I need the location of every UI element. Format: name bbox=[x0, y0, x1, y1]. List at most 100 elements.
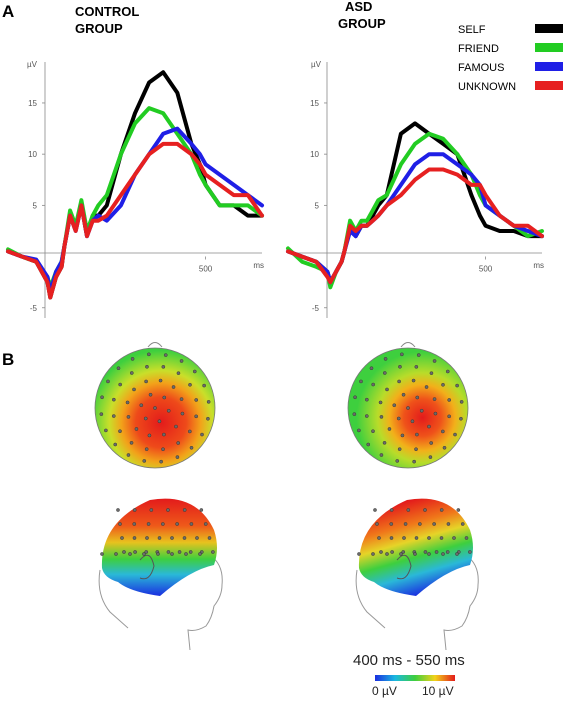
electrode-dot bbox=[159, 459, 163, 464]
electrode-dot bbox=[371, 429, 375, 434]
electrode-dot bbox=[369, 366, 374, 371]
electrode-dot bbox=[146, 522, 151, 526]
control-ticks: -5 5 10 15 500 bbox=[28, 99, 213, 313]
electrode-dot bbox=[171, 385, 176, 389]
legend-swatch-self bbox=[535, 24, 563, 33]
electrode-dot bbox=[395, 459, 400, 463]
electrode-dot bbox=[447, 398, 452, 402]
legend-label-self: SELF bbox=[458, 24, 486, 36]
electrode-dot bbox=[144, 447, 149, 451]
electrode-dot bbox=[423, 508, 427, 512]
electrode-dot bbox=[397, 379, 401, 384]
electrode-dot bbox=[182, 536, 187, 540]
electrode-dot bbox=[400, 433, 405, 438]
electrode-dot bbox=[445, 369, 450, 374]
electrode-dot bbox=[390, 550, 394, 554]
electrode-dot bbox=[441, 429, 445, 434]
electrode-dot bbox=[441, 552, 445, 556]
electrode-dot bbox=[359, 379, 363, 384]
y-tick-label: -5 bbox=[312, 304, 320, 313]
electrode-dot bbox=[128, 552, 132, 556]
electrode-dot bbox=[158, 378, 163, 383]
electrode-dot bbox=[432, 359, 437, 363]
electrode-dot bbox=[379, 550, 383, 554]
electrode-dot bbox=[371, 382, 375, 387]
electrode-dot bbox=[120, 536, 124, 540]
electrode-dot bbox=[459, 416, 463, 421]
electrode-dot bbox=[429, 441, 434, 445]
electrode-dot bbox=[129, 441, 134, 445]
electrode-dot bbox=[143, 416, 148, 421]
electrode-dot bbox=[406, 508, 411, 512]
electrode-dot bbox=[114, 552, 118, 556]
electrode-dot bbox=[166, 550, 171, 554]
control-series bbox=[6, 70, 264, 300]
control-face-outline bbox=[98, 554, 223, 651]
electrode-dot bbox=[130, 357, 135, 361]
electrode-dot bbox=[195, 536, 199, 540]
electrode-dot bbox=[149, 508, 154, 512]
electrode-dot bbox=[445, 550, 450, 554]
x-tick-label: 500 bbox=[479, 265, 493, 274]
control-title-line2: GROUP bbox=[75, 21, 123, 36]
electrode-dot bbox=[410, 419, 415, 424]
legend-swatch-unknown bbox=[535, 81, 563, 90]
asd-title-line2: GROUP bbox=[338, 16, 386, 31]
electrode-dot bbox=[99, 412, 104, 416]
series-line-self bbox=[6, 70, 264, 300]
electrode-dot bbox=[357, 428, 361, 433]
y-tick-label: 10 bbox=[28, 150, 37, 159]
series-line-unknown bbox=[6, 141, 264, 300]
series-line-unknown bbox=[286, 167, 544, 285]
y-tick-label: 10 bbox=[310, 150, 319, 159]
y-tick-label: 15 bbox=[310, 99, 319, 108]
electrode-dot bbox=[432, 522, 436, 526]
electrode-dot bbox=[447, 414, 451, 419]
electrode-dot bbox=[456, 508, 461, 512]
electrode-dot bbox=[415, 395, 420, 400]
electrode-dot bbox=[126, 453, 131, 457]
electrode-dot bbox=[199, 508, 204, 512]
electrode-dot bbox=[414, 536, 419, 540]
electrode-dot bbox=[389, 508, 394, 512]
electrode-dot bbox=[184, 552, 188, 556]
electrode-dot bbox=[397, 447, 402, 451]
electrode-dot bbox=[174, 424, 178, 429]
control-ylabel: µV bbox=[27, 60, 38, 69]
electrode-dot bbox=[166, 408, 171, 413]
electrode-dot bbox=[379, 415, 384, 419]
control-xlabel: ms bbox=[253, 261, 264, 270]
electrode-dot bbox=[398, 364, 402, 369]
electrode-dot bbox=[206, 416, 210, 421]
asd-side-scalp bbox=[358, 498, 473, 596]
electrode-dot bbox=[442, 445, 447, 450]
control-erp-chart: CONTROL GROUP µV ms -5 5 10 15 500 bbox=[6, 4, 264, 318]
electrode-dot bbox=[403, 522, 408, 526]
electrode-dot bbox=[161, 365, 166, 369]
electrode-dot bbox=[399, 552, 403, 556]
electrode-dot bbox=[104, 428, 108, 433]
electrode-dot bbox=[387, 427, 392, 431]
electrode-dot bbox=[126, 415, 131, 419]
control-side-topomap bbox=[98, 498, 223, 651]
control-title-line1: CONTROL bbox=[75, 4, 139, 19]
legend: SELF FRIEND FAMOUS UNKNOWN bbox=[458, 24, 563, 93]
electrode-dot bbox=[188, 382, 192, 387]
electrode-dot bbox=[439, 508, 444, 512]
time-window-label: 400 ms - 550 ms bbox=[353, 652, 465, 669]
y-tick-label: -5 bbox=[30, 304, 38, 313]
electrode-dot bbox=[166, 508, 170, 512]
electrode-dot bbox=[132, 522, 137, 526]
electrode-dot bbox=[132, 508, 137, 512]
electrode-dot bbox=[415, 432, 419, 437]
electrode-dot bbox=[179, 359, 184, 363]
electrode-dot bbox=[194, 414, 198, 419]
electrode-dot bbox=[378, 400, 383, 405]
electrode-dot bbox=[118, 382, 122, 387]
electrode-dot bbox=[153, 406, 157, 410]
electrode-dot bbox=[416, 353, 421, 357]
electrode-dot bbox=[175, 455, 180, 459]
electrode-dot bbox=[206, 400, 211, 404]
y-tick-label: 5 bbox=[315, 201, 320, 210]
series-line-famous bbox=[6, 126, 264, 295]
